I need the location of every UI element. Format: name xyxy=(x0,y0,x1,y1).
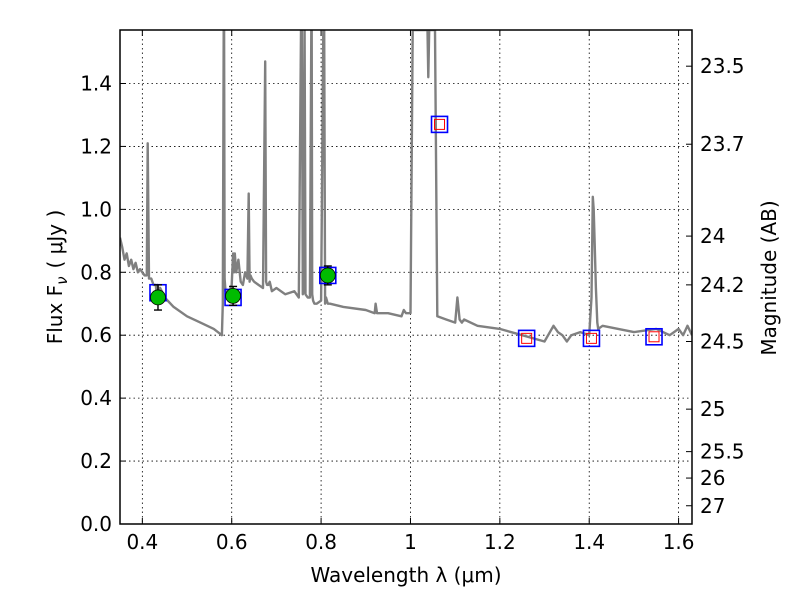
x-tick-label: 1.4 xyxy=(573,530,605,554)
y-axis-label-main: Flux F xyxy=(43,285,67,344)
y2-tick-label: 23.5 xyxy=(700,54,745,78)
x-axis-label: Wavelength λ (μm) xyxy=(310,563,501,587)
x-tick-label: 1.2 xyxy=(484,530,516,554)
sed-line-layer xyxy=(120,30,692,343)
y-tick-label: 0.2 xyxy=(80,449,112,473)
observed-photometry-point xyxy=(225,287,241,304)
photometry-marker-layer xyxy=(149,115,663,348)
y-tick-label: 0.4 xyxy=(80,386,112,410)
y2-tick-label: 25.5 xyxy=(700,440,745,464)
tick-layer: 0.4 0.6 0.8 1 1.2 1.4 1.6 0.0 0.2 0.4 0.6 0.8 1.0 1.2… xyxy=(80,30,745,554)
model-photometry-square xyxy=(517,329,536,348)
observed-photometry-point xyxy=(319,267,336,284)
predicted-photometry-marker xyxy=(648,331,660,343)
x-tick-label: 1 xyxy=(404,530,417,554)
model-photometry-square xyxy=(582,329,601,348)
y2-tick-label: 25 xyxy=(700,397,725,421)
y-tick-label: 0.6 xyxy=(80,323,112,347)
y-tick-label: 1.0 xyxy=(80,197,112,221)
y2-axis-label: Magnitude (AB) xyxy=(757,200,781,355)
y-tick-label: 0.8 xyxy=(80,260,112,284)
model-photometry-square xyxy=(645,327,663,346)
y-axis-label: Flux Fν ( μJy ) xyxy=(43,210,71,345)
observed-photometry-point xyxy=(150,289,166,306)
x-tick-label: 0.4 xyxy=(126,530,158,554)
plot-frame xyxy=(119,29,693,525)
predicted-photometry-marker xyxy=(585,332,597,344)
x-tick-label: 0.8 xyxy=(305,530,337,554)
y2-tick-label: 26 xyxy=(700,466,725,490)
x-tick-label: 1.6 xyxy=(663,530,695,554)
predicted-photometry-marker xyxy=(434,118,446,130)
sed-model-line xyxy=(120,30,692,343)
grid-lines xyxy=(120,30,692,524)
x-tick-label: 0.6 xyxy=(216,530,248,554)
y-axis-label-subscript: ν xyxy=(53,276,71,284)
y2-tick-label: 24.2 xyxy=(700,273,745,297)
y2-tick-label: 24 xyxy=(700,224,725,248)
y-tick-label: 0.0 xyxy=(80,512,112,536)
y2-tick-label: 24.5 xyxy=(700,330,745,354)
y2-tick-label: 23.7 xyxy=(700,132,745,156)
y2-tick-label: 27 xyxy=(700,494,725,518)
y-tick-label: 1.2 xyxy=(80,134,112,158)
y-tick-label: 1.4 xyxy=(80,71,112,95)
model-photometry-square xyxy=(430,115,449,134)
y-axis-label-unit: ( μJy ) xyxy=(43,210,67,269)
predicted-photometry-marker xyxy=(521,332,533,344)
